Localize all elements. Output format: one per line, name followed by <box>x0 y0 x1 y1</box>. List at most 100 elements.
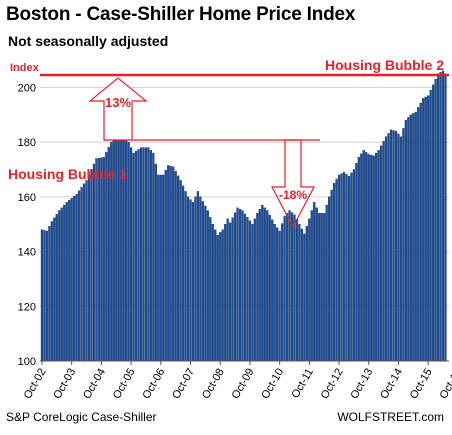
bar <box>256 213 259 362</box>
annotation-housing-bubble-2: Housing Bubble 2 <box>325 57 444 73</box>
bar <box>436 73 440 362</box>
bar <box>137 149 140 362</box>
bar <box>263 207 266 362</box>
bar <box>50 221 53 362</box>
bar <box>340 173 343 362</box>
bar <box>236 207 239 362</box>
bar <box>429 89 432 362</box>
bar <box>82 183 86 362</box>
bar <box>355 163 358 362</box>
bar <box>318 213 321 362</box>
bar <box>139 147 143 362</box>
x-tick-label: Oct-09 <box>230 367 257 402</box>
bar <box>134 151 138 362</box>
x-tick-label: Oct-03 <box>51 367 78 402</box>
bar <box>303 233 306 362</box>
bar <box>43 230 46 362</box>
bar <box>174 171 177 362</box>
bar <box>58 210 61 362</box>
bar <box>154 163 157 362</box>
bar <box>276 227 279 362</box>
down-arrow-shape <box>271 139 315 229</box>
bar <box>293 214 296 362</box>
bar <box>434 79 437 362</box>
bar <box>290 212 294 362</box>
bar <box>352 169 356 362</box>
x-tick-label: Oct-13 <box>348 367 375 402</box>
x-tick-label: Oct-14 <box>378 367 405 402</box>
x-tick-label: Oct-07 <box>170 367 197 402</box>
bar <box>90 169 93 362</box>
bar <box>92 163 96 362</box>
y-tick-label: 140 <box>18 247 36 259</box>
bar <box>337 174 341 362</box>
up-arrow-shape <box>88 77 148 141</box>
bar <box>233 212 237 362</box>
bar <box>266 210 269 362</box>
bar <box>392 130 395 362</box>
bar <box>129 147 133 362</box>
bar <box>380 145 383 362</box>
bar <box>85 180 88 362</box>
annotation-13-percent: 13% <box>105 95 131 110</box>
bar <box>422 98 425 362</box>
bar <box>444 73 447 362</box>
bar <box>241 210 244 362</box>
bar <box>60 207 63 362</box>
y-tick-label: 200 <box>18 82 36 94</box>
bar <box>412 113 415 362</box>
annotation-layer <box>40 73 449 229</box>
bar <box>55 213 58 362</box>
bar <box>431 84 435 362</box>
bar <box>409 114 412 362</box>
bar <box>372 155 375 362</box>
y-axis-label: Index <box>10 62 40 74</box>
bar <box>332 182 336 362</box>
bar <box>159 174 162 362</box>
bar <box>382 141 385 362</box>
bar <box>295 219 299 362</box>
bar <box>95 158 98 362</box>
bar <box>177 175 180 362</box>
bar <box>196 191 200 362</box>
bar <box>181 185 185 362</box>
bar <box>323 213 326 362</box>
bar <box>231 217 234 362</box>
bar <box>258 208 261 362</box>
bar <box>365 152 368 362</box>
bar <box>305 226 308 362</box>
bar <box>375 152 378 362</box>
bar <box>280 223 284 362</box>
bar <box>184 191 187 362</box>
x-tick-label: Oct-10 <box>259 367 286 402</box>
bar <box>102 156 105 362</box>
annotation-minus-18-percent: -18% <box>279 188 307 202</box>
bar <box>328 196 331 362</box>
annotation-housing-bubble-1: Housing Bubble 1 <box>8 166 127 182</box>
bar <box>298 224 301 362</box>
bar <box>63 204 66 362</box>
bar <box>347 176 351 362</box>
bar <box>243 213 247 362</box>
bar <box>278 230 281 362</box>
bar <box>377 150 380 362</box>
bar <box>144 147 148 362</box>
bar <box>73 195 76 362</box>
bar <box>427 95 430 362</box>
bar <box>167 165 170 362</box>
bar <box>248 220 252 362</box>
bar <box>100 157 103 362</box>
bar <box>404 120 407 362</box>
x-tick-label: Oct-12 <box>319 367 346 402</box>
bar <box>370 154 373 362</box>
bar <box>149 150 153 362</box>
bar <box>397 133 400 362</box>
bar <box>345 174 348 362</box>
bar <box>214 229 217 362</box>
bar <box>132 152 135 362</box>
bar <box>384 136 388 362</box>
bar <box>204 205 207 362</box>
bar <box>402 128 405 362</box>
bar <box>335 178 338 362</box>
